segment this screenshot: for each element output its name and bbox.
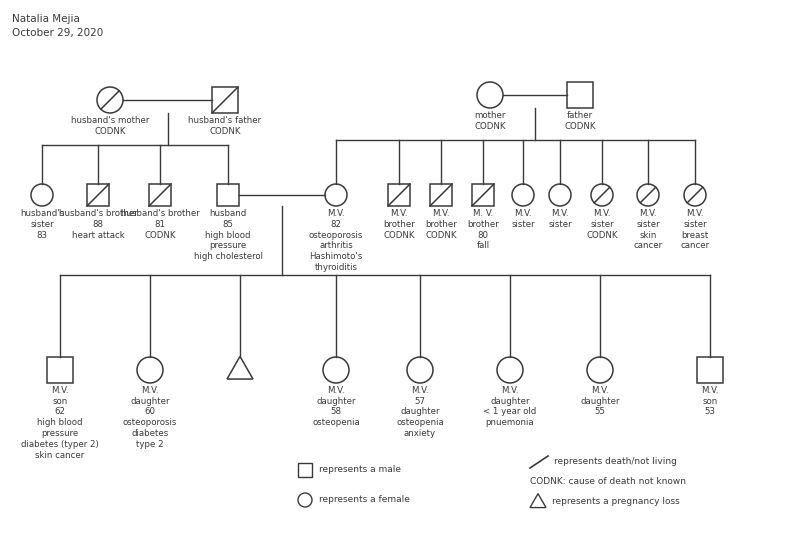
Text: M.V.
brother
CODNK: M.V. brother CODNK — [383, 209, 415, 239]
Text: represents a pregnancy loss: represents a pregnancy loss — [552, 498, 680, 507]
Text: husband
85
high blood
pressure
high cholesterol: husband 85 high blood pressure high chol… — [194, 209, 262, 261]
Text: M.V.
brother
CODNK: M.V. brother CODNK — [425, 209, 457, 239]
Bar — [47, 357, 73, 383]
Bar — [212, 87, 238, 113]
Bar — [298, 463, 312, 477]
Text: M.V.
sister: M.V. sister — [548, 209, 572, 229]
Text: husband's
sister
83: husband's sister 83 — [20, 209, 64, 239]
Text: M.V.
daughter
55: M.V. daughter 55 — [580, 386, 620, 416]
Text: M.V.
son
62
high blood
pressure
diabetes (typer 2)
skin cancer: M.V. son 62 high blood pressure diabetes… — [21, 386, 99, 459]
Text: husband's brother
88
heart attack: husband's brother 88 heart attack — [58, 209, 138, 239]
Text: M.V.
sister
CODNK: M.V. sister CODNK — [586, 209, 618, 239]
Text: CODNK: cause of death not known: CODNK: cause of death not known — [530, 477, 686, 487]
Text: October 29, 2020: October 29, 2020 — [12, 28, 103, 38]
Text: represents a male: represents a male — [319, 465, 401, 475]
Bar — [217, 184, 239, 206]
Bar — [567, 82, 593, 108]
Text: M. V.
brother
80
fall: M. V. brother 80 fall — [467, 209, 499, 250]
Text: represents death/not living: represents death/not living — [554, 458, 677, 466]
Text: mother
CODNK: mother CODNK — [474, 111, 506, 131]
Text: M.V.
daughter
58
osteopenia: M.V. daughter 58 osteopenia — [312, 386, 360, 427]
Bar — [87, 184, 109, 206]
Text: Natalia Mejia: Natalia Mejia — [12, 14, 80, 24]
Text: M.V.
57
daughter
osteopenia
anxiety: M.V. 57 daughter osteopenia anxiety — [396, 386, 444, 438]
Bar — [430, 184, 452, 206]
Text: M.V.
daughter
60
osteoporosis
diabetes
type 2: M.V. daughter 60 osteoporosis diabetes t… — [123, 386, 177, 449]
Text: husband's brother
81
CODNK: husband's brother 81 CODNK — [121, 209, 199, 239]
Text: M.V.
sister: M.V. sister — [511, 209, 535, 229]
Text: M.V.
sister
breast
cancer: M.V. sister breast cancer — [681, 209, 710, 250]
Text: husband's mother
CODNK: husband's mother CODNK — [71, 116, 149, 136]
Text: M.V.
daughter
< 1 year old
pnuemonia: M.V. daughter < 1 year old pnuemonia — [483, 386, 537, 427]
Bar — [697, 357, 723, 383]
Text: M.V.
82
osteoporosis
arthritis
Hashimoto's
thyroiditis: M.V. 82 osteoporosis arthritis Hashimoto… — [309, 209, 363, 272]
Bar — [388, 184, 410, 206]
Bar — [149, 184, 171, 206]
Text: represents a female: represents a female — [319, 496, 410, 504]
Text: husband's father
CODNK: husband's father CODNK — [189, 116, 262, 136]
Bar — [472, 184, 494, 206]
Text: M.V.
sister
skin
cancer: M.V. sister skin cancer — [634, 209, 662, 250]
Text: father
CODNK: father CODNK — [564, 111, 596, 131]
Text: M.V.
son
53: M.V. son 53 — [702, 386, 718, 416]
